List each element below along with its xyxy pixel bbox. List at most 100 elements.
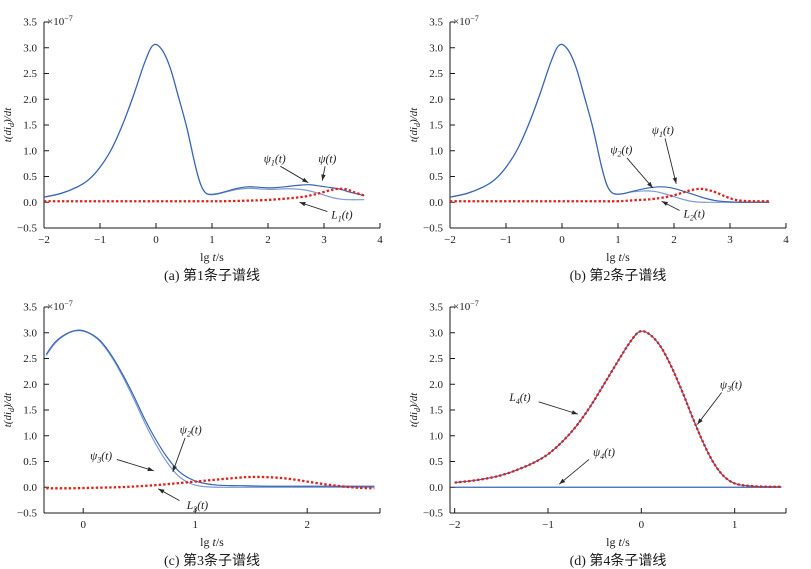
x-axis-label: lg t/s [606, 535, 630, 549]
y-tick-label: 1.0 [23, 430, 37, 442]
annotation-ψ2t: ψ2(t) [610, 145, 654, 189]
annotation-arrowhead [559, 478, 566, 485]
y-tick-label: 2.0 [23, 94, 37, 106]
subplot-c: 0 1 2 −0.5 0.0 0.5 1.0 1.5 2.0 2.5 3.0 3.5 ×10−7 t(di… [2, 299, 381, 569]
y-tick-label: 0.5 [23, 171, 37, 183]
y-tick-label: 2.0 [429, 379, 443, 391]
annotation-label: ψ2(t) [610, 145, 632, 159]
curve-ψ3t [454, 330, 782, 488]
curve-ψ3t [45, 330, 375, 488]
annotation-arrowhead [299, 202, 306, 207]
y-tick-label: 1.5 [429, 405, 443, 417]
axes: −2 −1 0 1 −0.5 0.0 0.5 1.0 1.5 2.0 2.5 3.0 3.5 ×10−7 t… [408, 299, 787, 549]
y-tick-label: 0.5 [429, 456, 443, 468]
series [43, 43, 365, 203]
x-tick-label: 3 [321, 234, 327, 246]
annotation-arrow-line [664, 138, 677, 184]
x-tick-label: −2 [449, 519, 461, 531]
annotation-label: L1(t) [330, 210, 352, 224]
y-tick-label: 3.5 [23, 17, 37, 29]
annotation-arrowhead [697, 418, 703, 425]
annotation-label: ψ3(t) [720, 379, 742, 393]
annotation-label: ψ(t) [318, 153, 336, 165]
y-axis-label: t(did)/dt [408, 392, 422, 428]
y-tick-label: 1.0 [23, 145, 37, 157]
y-tick-label: 2.5 [429, 353, 443, 365]
annotation-L2t: L2(t) [661, 200, 705, 223]
annotation-ψt: ψ(t) [318, 153, 337, 181]
y-tick-label: 0.0 [429, 482, 443, 494]
x-tick-label: 1 [615, 234, 621, 246]
x-tick-label: −1 [542, 519, 554, 531]
y-offset-label: ×10−7 [453, 14, 479, 28]
x-tick-label: −1 [94, 234, 106, 246]
y-offset-label: ×10−7 [47, 299, 73, 313]
x-tick-label: −1 [500, 234, 512, 246]
x-tick-label: 4 [783, 234, 789, 246]
series [45, 329, 375, 490]
subplot-b: −2 −1 0 1 2 3 4 −0.5 0.0 0.5 1.0 1.5 2.0 2.5 3.0 3.5 ×10… [408, 14, 789, 284]
axes: 0 1 2 −0.5 0.0 0.5 1.0 1.5 2.0 2.5 3.0 3.5 ×10−7 t(di… [2, 299, 381, 549]
y-tick-label: 3.5 [429, 302, 443, 314]
curve-ψt [43, 43, 365, 198]
annotation-arrow-line [696, 392, 722, 425]
y-tick-label: 0.5 [23, 456, 37, 468]
annotation-arrowhead [647, 181, 653, 188]
subplot-caption: (c) 第3条子谱线 [164, 552, 260, 569]
annotation-label: L4(t) [508, 392, 530, 406]
y-tick-label: 3.5 [23, 302, 37, 314]
y-tick-label: 3.0 [23, 42, 37, 54]
y-tick-label: −0.5 [17, 223, 37, 235]
series [449, 43, 770, 203]
annotation-label: L3(t) [186, 500, 208, 514]
x-tick-label: 0 [80, 519, 86, 531]
x-tick-label: 2 [265, 234, 271, 246]
y-tick-label: 0.0 [23, 482, 37, 494]
annotation-arrowhead [147, 466, 154, 472]
y-tick-label: 1.0 [429, 430, 443, 442]
annotation-arrow-line [538, 401, 579, 415]
y-tick-label: 1.5 [23, 120, 37, 132]
x-tick-label: 2 [671, 234, 677, 246]
annotation-label: ψ1(t) [652, 125, 674, 139]
annotation-label: ψ2(t) [180, 425, 202, 439]
annotation-L3t: L3(t) [158, 488, 208, 514]
annotation-arrowhead [672, 177, 677, 184]
curve-L4t [454, 329, 782, 488]
annotation-ψ1t: ψ1(t) [264, 153, 309, 184]
annotation-L4t: L4(t) [508, 392, 579, 415]
curve-ψ2t [45, 329, 375, 487]
y-tick-label: 2.5 [429, 68, 443, 80]
x-tick-label: 0 [639, 519, 645, 531]
annotation-label: L2(t) [683, 209, 705, 223]
subplot-caption: (b) 第2条子谱线 [570, 267, 667, 284]
annotation-arrowhead [172, 465, 177, 472]
curve-L3t [46, 475, 375, 490]
x-tick-label: −2 [444, 234, 456, 246]
y-tick-label: 1.5 [23, 405, 37, 417]
x-tick-label: 0 [559, 234, 565, 246]
annotation-label: ψ4(t) [593, 447, 615, 461]
annotation-ψ4t: ψ4(t) [558, 447, 615, 485]
y-tick-label: 1.5 [429, 120, 443, 132]
x-tick-label: 2 [304, 519, 310, 531]
axes: −2 −1 0 1 2 3 4 −0.5 0.0 0.5 1.0 1.5 2.0 2.5 3.0 3.5 ×10… [2, 14, 383, 264]
annotation-label: ψ3(t) [90, 450, 112, 464]
y-tick-label: 3.0 [429, 42, 443, 54]
x-tick-label: 0 [153, 234, 159, 246]
annotation-L1t: L1(t) [299, 201, 353, 224]
y-tick-label: 2.0 [429, 94, 443, 106]
y-tick-label: 1.0 [429, 145, 443, 157]
annotation-arrow-line [558, 459, 590, 485]
annotation-arrow-line [172, 437, 186, 472]
axes: −2 −1 0 1 2 3 4 −0.5 0.0 0.5 1.0 1.5 2.0 2.5 3.0 3.5 ×10… [408, 14, 789, 264]
y-tick-label: 0.0 [23, 197, 37, 209]
y-tick-label: 0.5 [429, 171, 443, 183]
y-tick-label: 3.0 [429, 327, 443, 339]
y-tick-label: −0.5 [423, 508, 443, 520]
curve-L1t [43, 187, 365, 203]
x-tick-label: 3 [727, 234, 733, 246]
y-offset-label: ×10−7 [453, 299, 479, 313]
annotation-label: ψ1(t) [264, 153, 286, 167]
